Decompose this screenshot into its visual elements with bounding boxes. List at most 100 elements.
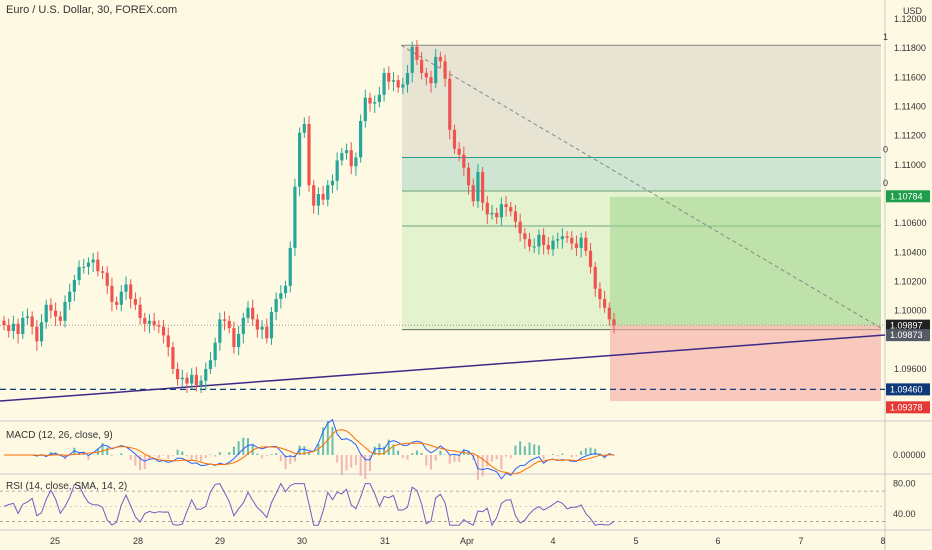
macd-histogram-bar [505, 455, 508, 457]
time-tick-label: 25 [50, 536, 60, 546]
price-tick-label: 1.11800 [894, 43, 926, 53]
candle-body [283, 285, 288, 294]
macd-histogram-bar [523, 446, 526, 455]
price-badge-value: 1.09873 [890, 330, 923, 340]
candle-body [424, 72, 428, 78]
candle-body [523, 233, 527, 240]
candle-body [161, 326, 166, 336]
candle-body [58, 316, 62, 321]
macd-histogram-bar [430, 455, 432, 470]
candle-body [86, 262, 91, 267]
candle-body [166, 335, 170, 348]
candle-body [434, 56, 438, 84]
candle-body [246, 307, 250, 318]
macd-histogram-bar [232, 446, 235, 455]
candle-body [607, 307, 611, 320]
candle-body [466, 167, 471, 186]
price-tick-label: 1.11000 [894, 160, 926, 170]
candle-body [138, 304, 142, 318]
candle-body [180, 377, 184, 380]
macd-histogram-bar [148, 455, 151, 460]
candle-body [542, 234, 546, 245]
candle-body [307, 123, 311, 186]
macd-histogram-bar [354, 455, 357, 466]
macd-histogram-bar [167, 455, 170, 460]
candle-body [35, 326, 39, 342]
candle-body [208, 360, 213, 369]
candle-body [584, 237, 588, 251]
macd-histogram-bar [500, 455, 503, 470]
macd-histogram-bar [186, 455, 188, 457]
rsi-tick-label: 80.00 [893, 479, 916, 489]
candle-body [387, 72, 391, 82]
candle-body [570, 237, 574, 244]
candle-body [462, 154, 466, 168]
macd-histogram-bar [397, 450, 400, 455]
candle-body [588, 250, 593, 267]
price-badge [886, 190, 930, 203]
candle-body [91, 259, 95, 263]
macd-histogram-bar [594, 448, 597, 455]
macd-histogram-bar [251, 443, 254, 455]
macd-histogram-bar [265, 455, 268, 457]
time-tick-label: 5 [633, 536, 638, 546]
candle-body [204, 368, 208, 381]
macd-histogram-bar [162, 455, 165, 456]
price-badge-value: 1.09897 [890, 321, 923, 331]
macd-histogram-bar [293, 455, 296, 462]
macd-histogram-bar [275, 453, 278, 455]
fib-level-label: 0 [883, 145, 888, 155]
candle-body [373, 102, 377, 104]
macd-histogram-bar [491, 455, 493, 462]
price-badge-value: 1.09378 [890, 402, 923, 412]
candle-body [110, 285, 114, 302]
candle-body [509, 207, 513, 212]
price-tick-label: 1.12000 [894, 14, 927, 24]
candle-body [537, 234, 541, 247]
macd-histogram-bar [176, 449, 179, 455]
candle-body [598, 288, 602, 299]
candle-body [157, 325, 161, 327]
candle-body [354, 157, 358, 167]
price-tick-label: 1.10200 [894, 276, 927, 286]
price-tick-label: 1.10600 [894, 218, 927, 228]
candle-body [499, 204, 503, 218]
macd-histogram-bar [415, 450, 418, 455]
price-tick-label: 1.11400 [894, 101, 926, 111]
price-badge-value: 1.09460 [890, 384, 923, 394]
macd-histogram-bar [261, 455, 264, 459]
macd-histogram-bar [345, 455, 348, 471]
time-tick-label: 29 [215, 536, 225, 546]
candle-body [129, 284, 133, 299]
candle-body [269, 312, 274, 339]
candle-body [579, 237, 583, 248]
candle-body [16, 323, 20, 334]
macd-line [4, 418, 615, 480]
candle-body [72, 280, 76, 292]
price-tick-label: 1.11200 [894, 131, 926, 141]
macd-histogram-bar [420, 452, 423, 455]
candle-body [565, 236, 569, 238]
rsi-label: RSI (14, close, SMA, 14, 2) [6, 481, 128, 492]
macd-histogram-bar [570, 455, 573, 458]
candle-body [241, 317, 245, 334]
candle-body [527, 239, 532, 247]
macd-histogram-bar [378, 443, 381, 455]
chart-title: Euro / U.S. Dollar, 30, FOREX.com [6, 4, 178, 16]
macd-histogram-bar [613, 455, 615, 456]
candle-body [124, 284, 128, 292]
fib-level-label: 0 [883, 178, 888, 188]
candle-body [312, 185, 316, 206]
macd-histogram-bar [552, 454, 554, 455]
macd-histogram-bar [195, 455, 198, 460]
macd-histogram-bar [411, 453, 414, 455]
candle-body [105, 272, 109, 286]
candle-body [274, 298, 278, 313]
macd-histogram-bar [575, 455, 578, 457]
rsi-line [3, 482, 615, 527]
candle-body [194, 374, 198, 385]
candle-body [11, 323, 15, 332]
candle-body [513, 211, 518, 222]
candle-body [218, 319, 222, 343]
